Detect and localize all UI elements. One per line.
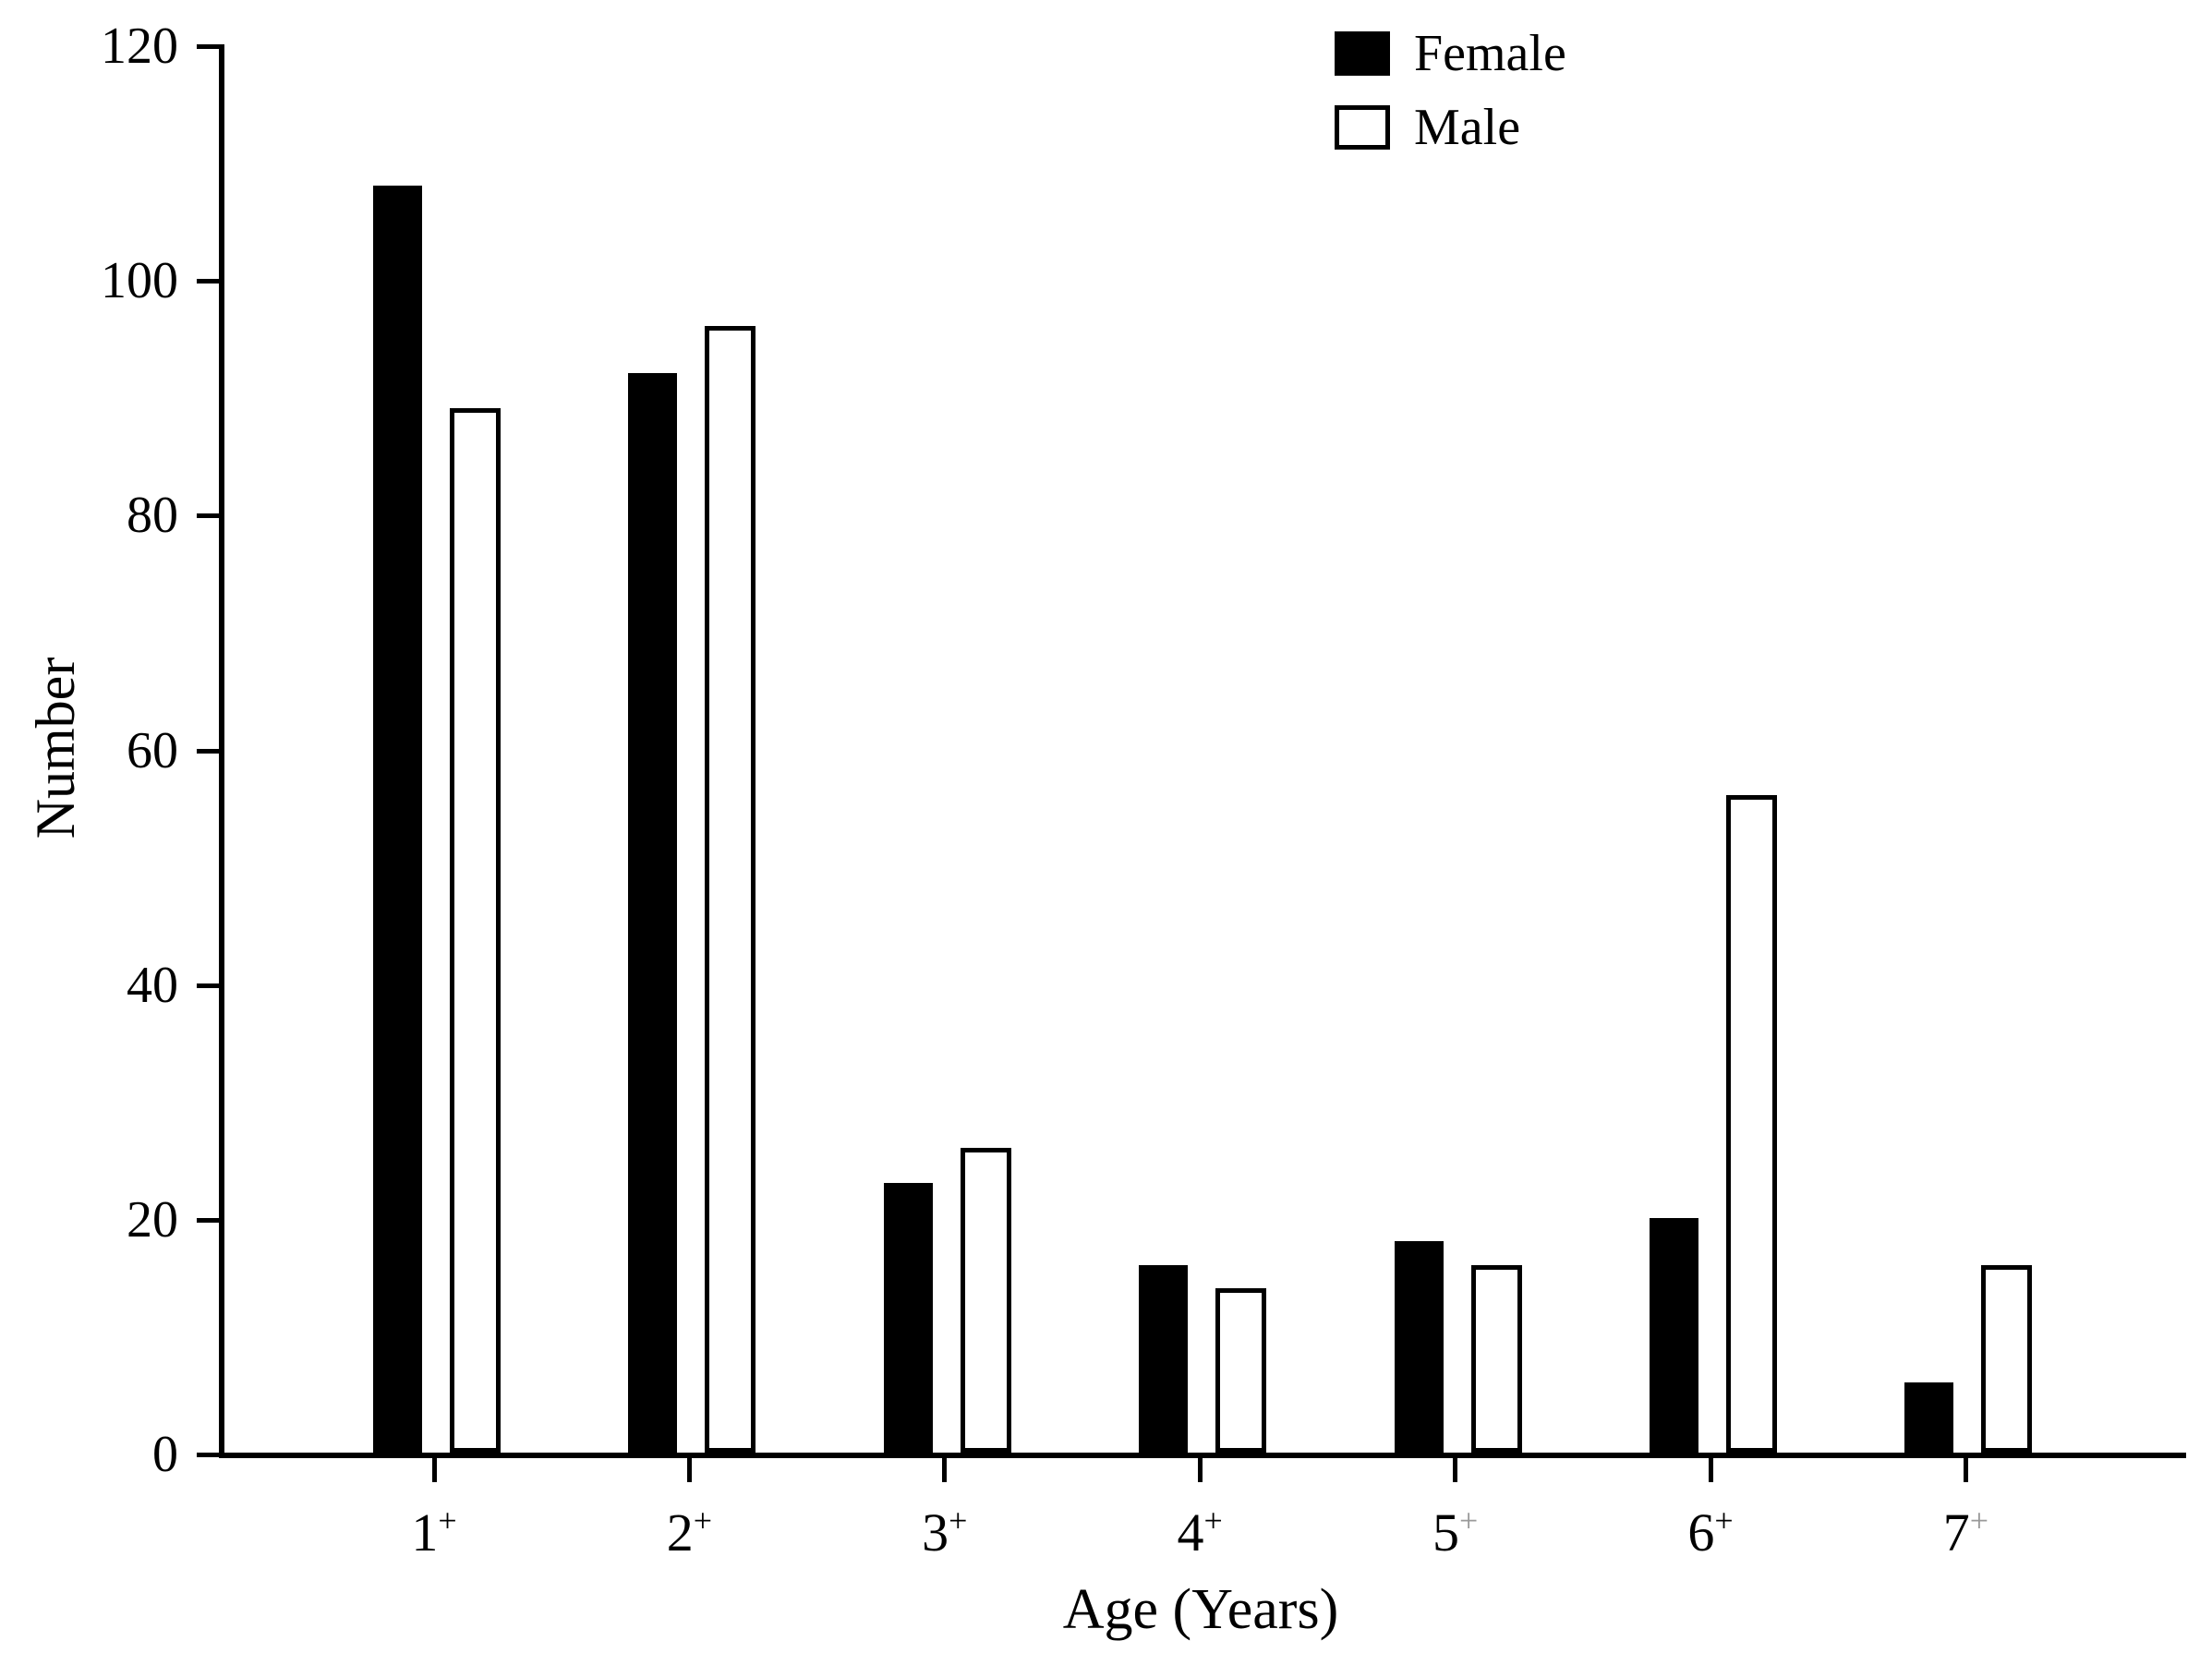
bar-female-7plus [1904, 1381, 1954, 1453]
x-tick-label-4: 4+ [1177, 1502, 1223, 1562]
x-tick-label-3: 3+ [922, 1502, 968, 1562]
legend-swatch-male [1335, 105, 1390, 150]
x-tick-5 [1453, 1458, 1458, 1482]
bar-male-4plus [1215, 1288, 1267, 1453]
y-tick-label-60: 60 [127, 721, 178, 779]
x-tick-label-7: 7+ [1942, 1502, 1989, 1562]
y-tick-label-40: 40 [127, 956, 178, 1014]
y-tick-label-0: 0 [152, 1426, 178, 1483]
y-tick-40 [197, 983, 219, 988]
x-tick-label-5: 5+ [1432, 1502, 1479, 1562]
y-tick-100 [197, 279, 219, 284]
bar-female-6plus [1650, 1217, 1698, 1453]
x-tick-4 [1197, 1458, 1203, 1482]
bar-male-5plus [1470, 1264, 1522, 1453]
x-tick-2 [686, 1458, 692, 1482]
y-tick-label-120: 120 [101, 18, 178, 75]
bar-male-1plus [450, 407, 501, 1453]
bar-female-5plus [1394, 1241, 1444, 1453]
legend-label-male: Male [1414, 99, 1521, 156]
x-tick-label-6: 6+ [1687, 1502, 1734, 1562]
y-tick-120 [197, 44, 219, 49]
legend-item-male: Male [1335, 102, 1566, 153]
bar-male-6plus [1726, 795, 1777, 1453]
y-tick-label-100: 100 [101, 252, 178, 310]
x-tick-3 [942, 1458, 948, 1482]
y-tick-label-80: 80 [127, 487, 178, 545]
y-tick-80 [197, 513, 219, 519]
y-tick-0 [197, 1453, 219, 1457]
x-axis-title: Age (Years) [1062, 1578, 1339, 1641]
bar-female-2plus [628, 372, 678, 1453]
y-axis-title: Number [25, 657, 86, 839]
bar-female-4plus [1139, 1264, 1189, 1453]
x-tick-7 [1963, 1458, 1968, 1482]
bar-female-3plus [883, 1182, 933, 1453]
legend-swatch-female [1335, 31, 1390, 76]
y-tick-60 [197, 748, 219, 754]
bar-male-2plus [705, 326, 756, 1453]
x-tick-1 [431, 1458, 437, 1482]
legend-label-female: Female [1414, 25, 1566, 82]
bar-male-7plus [1981, 1264, 2033, 1453]
legend-item-female: Female [1335, 28, 1566, 79]
x-axis-line [219, 1453, 2186, 1458]
x-tick-label-1: 1+ [411, 1502, 457, 1562]
bar-female-1plus [373, 185, 422, 1453]
y-tick-20 [197, 1217, 219, 1223]
x-tick-6 [1708, 1458, 1713, 1482]
x-tick-label-2: 2+ [666, 1502, 713, 1562]
legend: Female Male [1335, 28, 1566, 175]
bar-male-3plus [960, 1147, 1011, 1453]
y-tick-label-20: 20 [127, 1190, 178, 1249]
y-axis-line [219, 44, 224, 1458]
